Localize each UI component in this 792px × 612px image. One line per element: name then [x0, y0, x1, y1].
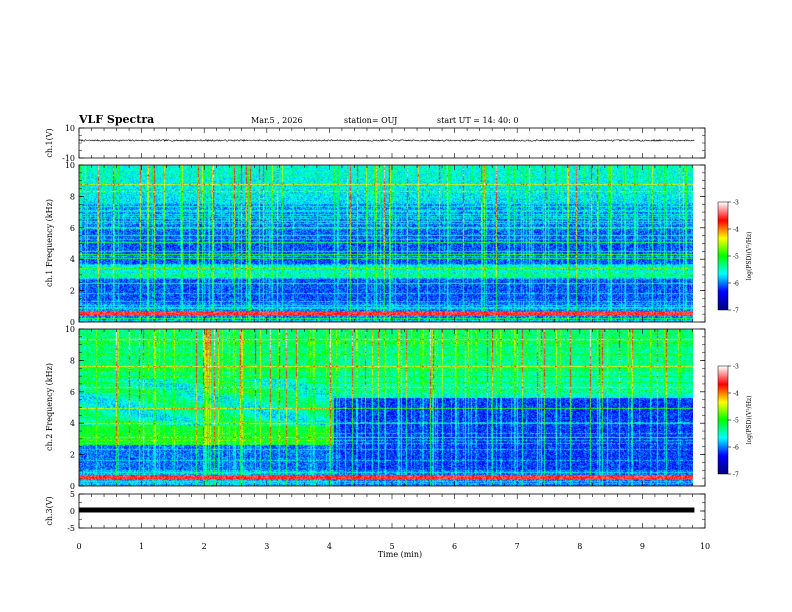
start-time-label: start UT = 14: 40: 0 — [437, 116, 518, 125]
ch1-spectrogram-ylabel: ch.1 Frequency (kHz) — [45, 199, 54, 287]
ch2-spectrogram-canvas-holder — [79, 329, 693, 486]
x-tick-label: 5 — [389, 542, 394, 551]
y-tick-label: 4 — [70, 419, 75, 428]
figure-title: VLF Spectra — [78, 113, 154, 126]
x-tick-label: 2 — [202, 542, 207, 551]
colorbar-tick-label: -5 — [733, 254, 739, 261]
y-tick-label: 10 — [65, 161, 75, 170]
x-tick-label: 7 — [515, 542, 520, 551]
y-tick-label: 4 — [70, 255, 75, 264]
ch2-spectrogram-image — [79, 329, 693, 486]
colorbar-tick-label: -6 — [733, 445, 739, 452]
x-axis: 0 1 2 3 4 5 6 7 8 9 10 — [76, 128, 710, 551]
colorbar-tick-label: -5 — [733, 418, 739, 425]
x-tick-label: 4 — [327, 542, 332, 551]
ch2-colorbar-label: log(PSD)(V²/Hz) — [746, 396, 753, 445]
y-tick-label: 6 — [70, 224, 75, 233]
ch1-waveform-ylabel: ch.1(V) — [45, 128, 54, 157]
colorbar-tick-label: -3 — [733, 200, 739, 207]
ch2-spectrogram-ylabel: ch.2 Frequency (kHz) — [45, 363, 54, 451]
station-label: station= OUJ — [344, 116, 397, 125]
ch1-waveform-panel: 10 -10 ch.1(V) — [45, 124, 706, 163]
x-tick-label: 10 — [700, 542, 710, 551]
ch1-spectrogram-image — [79, 165, 693, 322]
colorbar-tick-label: -7 — [733, 472, 739, 479]
ch1-colorbar-label: log(PSD)(V²/Hz) — [746, 232, 753, 281]
y-tick-label: 0 — [70, 318, 75, 327]
ch3-waveform-line — [79, 507, 695, 513]
y-tick-label: 5 — [70, 490, 75, 499]
y-tick-label: -10 — [62, 154, 75, 163]
x-tick-label: 1 — [139, 542, 144, 551]
ch1-waveform-line — [78, 139, 695, 142]
y-tick-label: 10 — [65, 124, 75, 133]
date-label: Mar.5 , 2026 — [251, 116, 303, 125]
x-axis-label: Time (min) — [378, 550, 422, 559]
colorbar-tick-label: -4 — [733, 227, 739, 234]
x-tick-label: 3 — [264, 542, 269, 551]
x-tick-label: 8 — [577, 542, 582, 551]
colorbar-tick-label: -3 — [733, 364, 739, 371]
ch1-spectrogram-canvas-holder — [79, 165, 693, 322]
x-tick-label: 9 — [640, 542, 645, 551]
colorbar-tick-label: -7 — [733, 308, 739, 315]
y-tick-label: 0 — [70, 482, 75, 491]
y-tick-label: 6 — [70, 388, 75, 397]
y-tick-label: 0 — [70, 507, 75, 516]
y-tick-label: 8 — [70, 356, 75, 365]
ch3-waveform-panel: 5 0 -5 ch.3(V) — [45, 490, 706, 533]
ch2-colorbar — [718, 366, 728, 474]
ch1-colorbar — [718, 202, 728, 310]
y-tick-label: 2 — [70, 451, 75, 460]
x-tick-label: 6 — [452, 542, 457, 551]
y-tick-label: 10 — [65, 325, 75, 334]
colorbar-tick-label: -4 — [733, 391, 739, 398]
colorbar-tick-label: -6 — [733, 281, 739, 288]
ch3-waveform-ylabel: ch.3(V) — [45, 496, 54, 525]
y-tick-label: 8 — [70, 192, 75, 201]
y-tick-label: -5 — [67, 524, 75, 533]
x-tick-label: 0 — [76, 542, 81, 551]
y-tick-label: 2 — [70, 287, 75, 296]
